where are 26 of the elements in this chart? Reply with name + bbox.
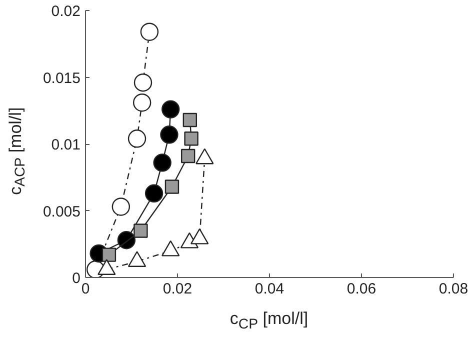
point: [153, 154, 172, 172]
point: [128, 130, 146, 148]
point: [112, 198, 130, 216]
y-tick-label: 0.02: [51, 3, 81, 20]
point: [134, 224, 148, 238]
x-tick-label: 0.04: [254, 280, 284, 298]
point: [180, 148, 196, 164]
point: [132, 94, 152, 112]
point: [182, 112, 198, 128]
point: [144, 184, 164, 202]
x-axis-title: c$_{CP}$ [mol/l]: [230, 308, 308, 334]
point: [102, 248, 116, 262]
point: [160, 126, 178, 144]
y-tick-label: 0.005: [42, 203, 81, 220]
point: [134, 74, 152, 92]
x-tick-label: 0.06: [346, 280, 376, 298]
point: [117, 231, 136, 250]
point: [162, 100, 180, 118]
point: [184, 132, 198, 146]
point: [164, 180, 180, 194]
y-tick-label: 0.015: [42, 70, 81, 87]
y-tick-label: 0.01: [51, 136, 81, 154]
point: [140, 22, 159, 41]
x-tick-label: 0.08: [438, 280, 468, 298]
x-tick-label: 0.02: [162, 280, 192, 298]
y-tick-label: 0: [72, 270, 80, 287]
